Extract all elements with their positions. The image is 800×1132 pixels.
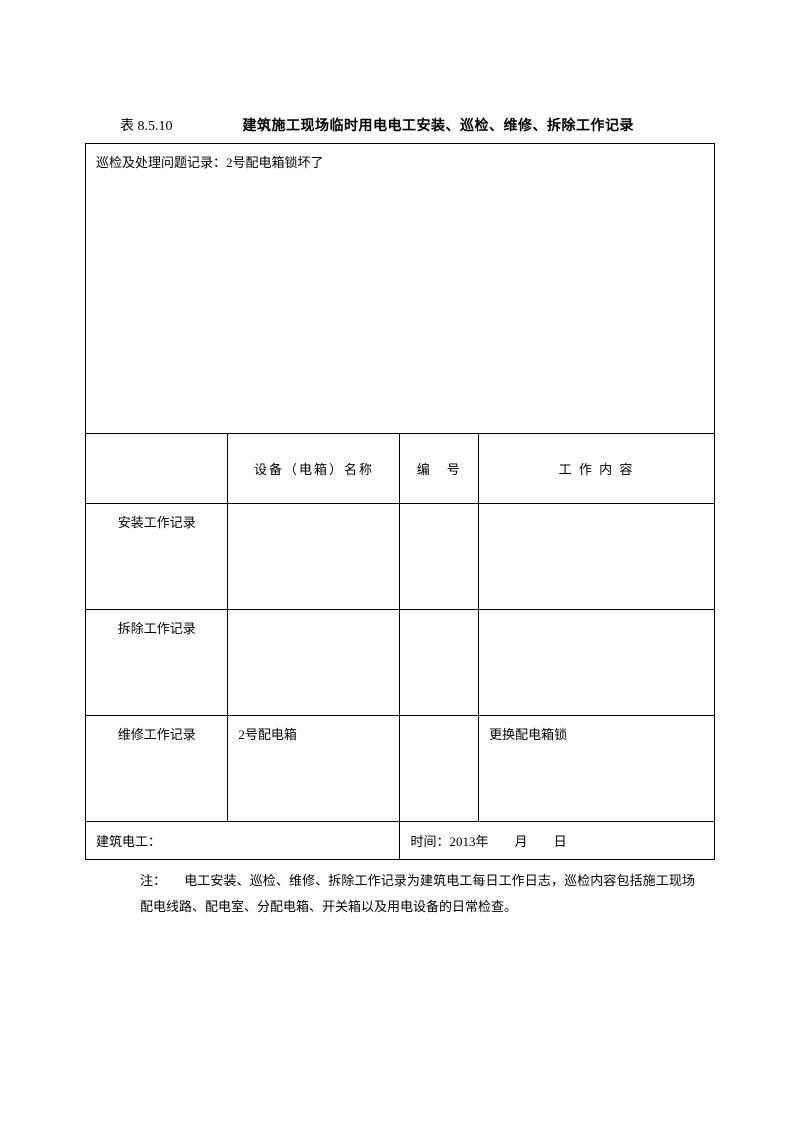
empty-header-cell — [86, 434, 228, 504]
time-label: 时间： — [410, 834, 449, 849]
inspection-label: 巡检及处理问题记录： — [96, 155, 226, 170]
repair-equipment: 2号配电箱 — [228, 716, 400, 822]
note-label: 注： — [140, 873, 184, 888]
inspection-content: 2号配电箱锁坏了 — [226, 155, 324, 170]
day-spacer — [528, 834, 554, 849]
repair-label: 维修工作记录 — [86, 716, 228, 822]
year-value: 2013年 — [450, 834, 489, 849]
equipment-header: 设备（电箱）名称 — [228, 434, 400, 504]
table-number: 表 8.5.10 — [120, 115, 173, 135]
remove-number — [400, 610, 479, 716]
work-record-table: 巡检及处理问题记录：2号配电箱锁坏了 设备（电箱）名称 编 号 工 作 内 容 … — [85, 143, 715, 860]
column-header-row: 设备（电箱）名称 编 号 工 作 内 容 — [86, 434, 715, 504]
install-number — [400, 504, 479, 610]
signature-row: 建筑电工： 时间：2013年 月 日 — [86, 822, 715, 860]
repair-row: 维修工作记录 2号配电箱 更换配电箱锁 — [86, 716, 715, 822]
month-label: 月 — [515, 834, 528, 849]
document-header: 表 8.5.10 建筑施工现场临时用电电工安装、巡检、维修、拆除工作记录 — [85, 115, 715, 135]
repair-number — [400, 716, 479, 822]
electrician-label: 建筑电工： — [96, 834, 161, 849]
day-label: 日 — [554, 834, 567, 849]
inspection-cell: 巡检及处理问题记录：2号配电箱锁坏了 — [86, 144, 715, 434]
install-row: 安装工作记录 — [86, 504, 715, 610]
electrician-signature: 建筑电工： — [86, 822, 400, 860]
number-header: 编 号 — [400, 434, 479, 504]
install-content — [479, 504, 715, 610]
remove-row: 拆除工作记录 — [86, 610, 715, 716]
install-equipment — [228, 504, 400, 610]
document-title: 建筑施工现场临时用电电工安装、巡检、维修、拆除工作记录 — [243, 115, 635, 135]
time-signature: 时间：2013年 月 日 — [400, 822, 715, 860]
content-header: 工 作 内 容 — [479, 434, 715, 504]
note-section: 注：电工安装、巡检、维修、拆除工作记录为建筑电工每日工作日志，巡检内容包括施工现… — [85, 868, 715, 920]
inspection-row: 巡检及处理问题记录：2号配电箱锁坏了 — [86, 144, 715, 434]
remove-content — [479, 610, 715, 716]
repair-content: 更换配电箱锁 — [479, 716, 715, 822]
remove-equipment — [228, 610, 400, 716]
install-label: 安装工作记录 — [86, 504, 228, 610]
remove-label: 拆除工作记录 — [86, 610, 228, 716]
note-text: 电工安装、巡检、维修、拆除工作记录为建筑电工每日工作日志，巡检内容包括施工现场配… — [140, 873, 695, 914]
month-spacer — [489, 834, 515, 849]
